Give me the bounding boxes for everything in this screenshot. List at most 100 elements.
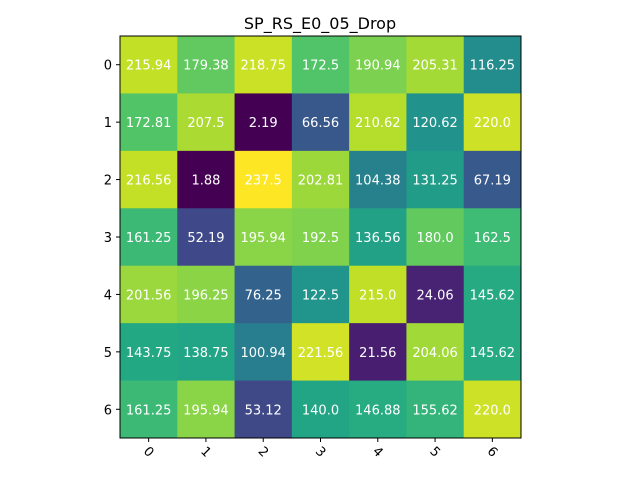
chart-title: SP_RS_E0_05_Drop xyxy=(244,14,396,34)
heatmap-cell-r3-c0 xyxy=(120,208,178,267)
heatmap-cell-r6-c0 xyxy=(120,380,178,439)
heatmap-cell-r6-c5 xyxy=(406,380,465,439)
cell-label-r5-c3: 221.56 xyxy=(298,346,344,361)
heatmap-cell-r2-c1 xyxy=(177,150,236,209)
cell-label-r3-c6: 162.5 xyxy=(474,231,511,246)
heatmap-cell-labels: 215.94 179.38 218.75 172.5 190.94 205.31 116.2… xyxy=(126,59,515,419)
heatmap-cells xyxy=(120,36,522,439)
heatmap-cell-r2-c4 xyxy=(349,150,407,209)
heatmap-cell-r5-c4 xyxy=(349,323,407,382)
x-tick-label-6: 6 xyxy=(484,444,500,460)
cell-label-r2-c6: 67.19 xyxy=(474,174,511,189)
cell-label-r2-c1: 1.88 xyxy=(191,174,220,189)
heatmap-cell-r1-c6 xyxy=(463,93,522,152)
cell-label-r2-c2: 237.5 xyxy=(245,174,282,189)
cell-label-r4-c4: 215.0 xyxy=(359,288,396,303)
heatmap-cell-r1-c3 xyxy=(291,93,350,152)
heatmap-cell-r4-c3 xyxy=(291,265,350,324)
heatmap-cell-r6-c4 xyxy=(349,380,407,439)
cell-label-r6-c4: 146.88 xyxy=(355,403,401,418)
cell-label-r2-c3: 202.81 xyxy=(298,174,344,189)
y-axis: 0 1 2 3 4 5 6 xyxy=(104,59,120,418)
y-tick-label-0: 0 xyxy=(104,59,112,74)
cell-label-r3-c3: 192.5 xyxy=(302,231,339,246)
heatmap-cell-r0-c0 xyxy=(120,36,178,94)
heatmap-cell-r0-c3 xyxy=(291,36,350,94)
cell-label-r4-c2: 76.25 xyxy=(245,288,282,303)
heatmap-cell-r5-c2 xyxy=(234,323,293,382)
cell-label-r1-c0: 172.81 xyxy=(126,116,172,131)
x-tick-label-0: 0 xyxy=(140,444,156,460)
cell-label-r3-c2: 195.94 xyxy=(240,231,286,246)
cell-label-r4-c6: 145.62 xyxy=(470,288,516,303)
heatmap-cell-r5-c6 xyxy=(463,323,522,382)
cell-label-r6-c3: 140.0 xyxy=(302,403,339,418)
x-axis: 0 1 2 3 4 5 6 xyxy=(140,438,500,461)
heatmap-cell-r2-c3 xyxy=(291,150,350,209)
cell-label-r4-c0: 201.56 xyxy=(126,288,172,303)
heatmap-cell-r1-c0 xyxy=(120,93,178,152)
cell-label-r6-c5: 155.62 xyxy=(412,403,458,418)
heatmap-cell-r1-c1 xyxy=(177,93,236,152)
cell-label-r1-c5: 120.62 xyxy=(412,116,458,131)
cell-label-r0-c6: 116.25 xyxy=(470,59,516,74)
cell-label-r0-c0: 215.94 xyxy=(126,59,172,74)
cell-label-r6-c1: 195.94 xyxy=(183,403,229,418)
cell-label-r1-c2: 2.19 xyxy=(249,116,278,131)
cell-label-r2-c5: 131.25 xyxy=(412,174,458,189)
heatmap-cell-r1-c2 xyxy=(234,93,293,152)
heatmap-cell-r6-c2 xyxy=(234,380,293,439)
heatmap-cell-r1-c5 xyxy=(406,93,465,152)
cell-label-r4-c3: 122.5 xyxy=(302,288,339,303)
cell-label-r6-c6: 220.0 xyxy=(474,403,511,418)
cell-label-r0-c2: 218.75 xyxy=(240,59,286,74)
cell-label-r0-c3: 172.5 xyxy=(302,59,339,74)
cell-label-r6-c2: 53.12 xyxy=(245,403,282,418)
cell-label-r2-c0: 216.56 xyxy=(126,174,172,189)
heatmap-cell-r0-c5 xyxy=(406,36,465,94)
cell-label-r6-c0: 161.25 xyxy=(126,403,172,418)
cell-label-r3-c5: 180.0 xyxy=(416,231,453,246)
heatmap-cell-r4-c6 xyxy=(463,265,522,324)
cell-label-r0-c5: 205.31 xyxy=(412,59,458,74)
x-tick-label-2: 2 xyxy=(255,444,271,460)
cell-label-r5-c0: 143.75 xyxy=(126,346,172,361)
heatmap-cell-r3-c3 xyxy=(291,208,350,267)
heatmap-cell-r0-c6 xyxy=(463,36,522,94)
heatmap-cell-r2-c6 xyxy=(463,150,522,209)
cell-label-r3-c4: 136.56 xyxy=(355,231,401,246)
cell-label-r1-c1: 207.5 xyxy=(187,116,224,131)
heatmap-cell-r6-c3 xyxy=(291,380,350,439)
heatmap-cell-r0-c1 xyxy=(177,36,236,94)
x-tick-label-4: 4 xyxy=(369,444,385,460)
x-tick-label-5: 5 xyxy=(426,444,442,460)
heatmap-cell-r0-c2 xyxy=(234,36,293,94)
x-tick-label-3: 3 xyxy=(312,444,328,460)
heatmap-cell-r5-c1 xyxy=(177,323,236,382)
cell-label-r5-c6: 145.62 xyxy=(470,346,516,361)
cell-label-r4-c5: 24.06 xyxy=(416,288,453,303)
cell-label-r0-c4: 190.94 xyxy=(355,59,401,74)
heatmap-cell-r3-c4 xyxy=(349,208,407,267)
heatmap-cell-r5-c5 xyxy=(406,323,465,382)
heatmap-cell-r4-c2 xyxy=(234,265,293,324)
cell-label-r3-c0: 161.25 xyxy=(126,231,172,246)
y-tick-label-6: 6 xyxy=(104,403,112,418)
cell-label-r3-c1: 52.19 xyxy=(187,231,224,246)
heatmap-cell-r5-c3 xyxy=(291,323,350,382)
y-tick-label-1: 1 xyxy=(104,116,112,131)
heatmap-cell-r0-c4 xyxy=(349,36,407,94)
cell-label-r2-c4: 104.38 xyxy=(355,174,401,189)
cell-label-r1-c6: 220.0 xyxy=(474,116,511,131)
y-tick-label-3: 3 xyxy=(104,231,112,246)
heatmap-cell-r2-c0 xyxy=(120,150,178,209)
heatmap-cell-r3-c5 xyxy=(406,208,465,267)
heatmap-cell-r2-c5 xyxy=(406,150,465,209)
heatmap-cell-r5-c0 xyxy=(120,323,178,382)
heatmap-cell-r1-c4 xyxy=(349,93,407,152)
y-tick-label-5: 5 xyxy=(104,346,112,361)
cell-label-r5-c4: 21.56 xyxy=(359,346,396,361)
y-tick-label-4: 4 xyxy=(104,288,112,303)
cell-label-r5-c2: 100.94 xyxy=(240,346,286,361)
